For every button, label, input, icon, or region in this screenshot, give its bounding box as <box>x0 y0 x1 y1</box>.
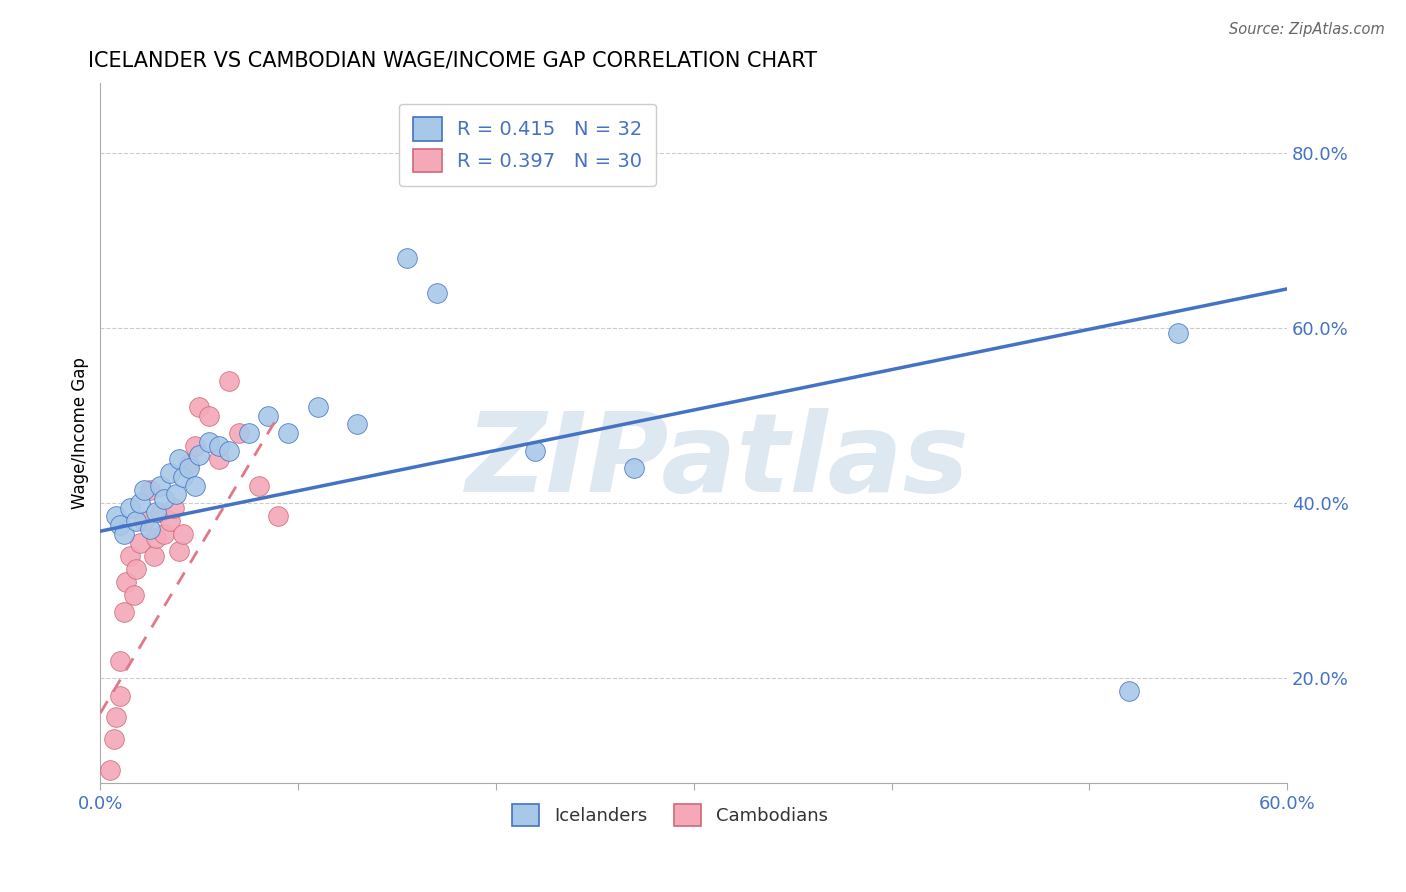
Point <box>132 514 155 528</box>
Point <box>115 574 138 589</box>
Point <box>169 452 191 467</box>
Point <box>307 400 329 414</box>
Point <box>149 478 172 492</box>
Point <box>105 509 128 524</box>
Text: ICELANDER VS CAMBODIAN WAGE/INCOME GAP CORRELATION CHART: ICELANDER VS CAMBODIAN WAGE/INCOME GAP C… <box>89 51 818 70</box>
Point <box>198 434 221 449</box>
Text: ZIPatlas: ZIPatlas <box>465 408 969 515</box>
Point <box>218 443 240 458</box>
Point <box>98 763 121 777</box>
Legend: Icelanders, Cambodians: Icelanders, Cambodians <box>505 797 835 833</box>
Point <box>159 514 181 528</box>
Point <box>118 549 141 563</box>
Text: Source: ZipAtlas.com: Source: ZipAtlas.com <box>1229 22 1385 37</box>
Point <box>1167 326 1189 340</box>
Point <box>188 400 211 414</box>
Point <box>142 549 165 563</box>
Point <box>165 487 187 501</box>
Point <box>238 426 260 441</box>
Point <box>108 689 131 703</box>
Point <box>112 526 135 541</box>
Point <box>228 426 250 441</box>
Point <box>172 470 194 484</box>
Point <box>1118 684 1140 698</box>
Point <box>218 374 240 388</box>
Point <box>179 461 201 475</box>
Point <box>105 710 128 724</box>
Point <box>247 478 270 492</box>
Point <box>426 286 449 301</box>
Point <box>277 426 299 441</box>
Point <box>145 531 167 545</box>
Point <box>108 518 131 533</box>
Point <box>159 466 181 480</box>
Point <box>125 562 148 576</box>
Point <box>129 496 152 510</box>
Y-axis label: Wage/Income Gap: Wage/Income Gap <box>72 358 89 509</box>
Point <box>122 588 145 602</box>
Point <box>139 523 162 537</box>
Point <box>524 443 547 458</box>
Point <box>149 505 172 519</box>
Point <box>129 535 152 549</box>
Point <box>172 526 194 541</box>
Point <box>139 483 162 497</box>
Point <box>257 409 280 423</box>
Point <box>145 505 167 519</box>
Point <box>346 417 368 432</box>
Point <box>184 478 207 492</box>
Point <box>395 252 418 266</box>
Point <box>162 500 184 515</box>
Point <box>208 439 231 453</box>
Point <box>125 514 148 528</box>
Point <box>188 448 211 462</box>
Point <box>112 606 135 620</box>
Point <box>118 500 141 515</box>
Point <box>208 452 231 467</box>
Point <box>179 457 201 471</box>
Point <box>152 491 174 506</box>
Point <box>132 483 155 497</box>
Point <box>198 409 221 423</box>
Point <box>623 461 645 475</box>
Point <box>152 526 174 541</box>
Point <box>108 654 131 668</box>
Point <box>184 439 207 453</box>
Point <box>103 732 125 747</box>
Point <box>267 509 290 524</box>
Point <box>169 544 191 558</box>
